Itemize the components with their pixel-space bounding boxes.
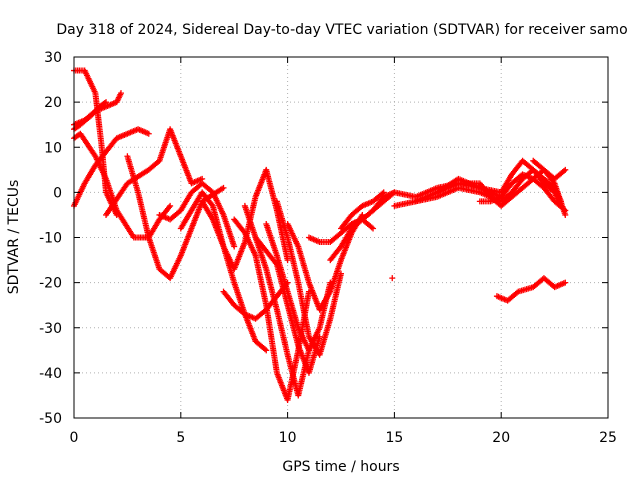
x-tick-label: 15 [385, 430, 403, 446]
series-arc-26 [530, 157, 569, 182]
series-arc-28 [389, 275, 396, 282]
data-points [71, 67, 569, 403]
data-point [167, 202, 174, 209]
data-point [562, 166, 569, 173]
series-arc-4 [71, 126, 152, 209]
x-tick-labels: 0 5 10 15 20 25 [70, 430, 617, 446]
data-point [560, 206, 567, 213]
series-arc-14 [252, 234, 323, 376]
data-point [389, 275, 396, 282]
series-arc-24 [434, 166, 569, 218]
data-point [220, 184, 227, 191]
y-tick-label: 30 [44, 50, 62, 66]
y-tick-label: -10 [39, 231, 62, 247]
data-point [562, 207, 569, 214]
data-point [261, 346, 268, 353]
axis-ticks [73, 56, 609, 419]
series-arc-16 [273, 198, 344, 358]
x-tick-label: 10 [279, 430, 297, 446]
grid [74, 57, 608, 418]
y-axis-label: SDTVAR / TECUs [6, 180, 22, 295]
y-tick-label: 10 [44, 140, 62, 156]
y-tick-label: -40 [39, 366, 62, 382]
y-tick-label: -20 [39, 276, 62, 292]
x-axis-label: GPS time / hours [282, 459, 399, 475]
series-arc-25 [476, 171, 569, 214]
series-arc-7 [124, 153, 227, 282]
data-point [145, 130, 152, 137]
series-arc-19 [327, 189, 398, 264]
y-tick-labels: -50 -40 -30 -20 -10 0 10 20 30 [39, 50, 62, 427]
chart-title: Day 318 of 2024, Sidereal Day-to-day VTE… [56, 22, 627, 38]
x-tick-label: 0 [70, 430, 79, 446]
data-point [562, 279, 569, 286]
x-tick-label: 20 [492, 430, 510, 446]
series-arc-3 [71, 90, 124, 128]
series-arc-23 [412, 166, 565, 205]
y-tick-label: -50 [39, 411, 62, 427]
x-tick-label: 25 [599, 430, 617, 446]
series-arc-8 [156, 180, 238, 250]
data-point [560, 167, 567, 174]
series-arc-6 [103, 126, 206, 218]
y-tick-label: 20 [44, 95, 62, 111]
series-arc-27 [493, 275, 569, 304]
data-point [370, 225, 377, 232]
y-tick-label: 0 [53, 185, 62, 201]
data-point [284, 257, 291, 264]
data-point [117, 90, 124, 97]
y-tick-label: -30 [39, 321, 62, 337]
data-point [368, 224, 375, 231]
series-arc-20 [338, 189, 387, 232]
data-point [231, 243, 238, 250]
data-point [263, 347, 270, 354]
x-tick-label: 5 [176, 430, 185, 446]
